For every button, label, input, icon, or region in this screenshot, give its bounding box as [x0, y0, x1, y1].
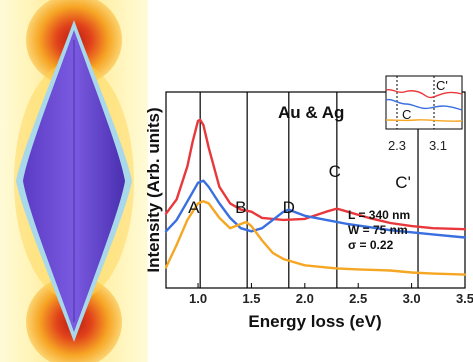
inset: C C' 2.3 3.1	[385, 75, 463, 153]
param-sigma: σ = 0.22	[348, 238, 394, 252]
peak-labels: A B D C C'	[188, 162, 411, 217]
peak-label-4: C	[329, 162, 341, 181]
peak-label-5: C'	[395, 173, 411, 192]
series-line-2	[164, 179, 467, 239]
vertical-lines	[199, 92, 419, 288]
x-axis-title: Energy loss (eV)	[248, 312, 381, 331]
series-line-3	[164, 200, 467, 276]
param-length: L = 340 nm	[348, 208, 410, 222]
y-axis-title: Intensity (Arb. units)	[144, 107, 163, 272]
annotation-title: Au & Ag	[278, 103, 344, 122]
x-axis-ticks: 1.0 1.5 2.0 2.5 3.0 3.5	[189, 283, 473, 306]
plot-frame	[165, 91, 466, 289]
particle-image	[0, 0, 148, 362]
inset-red-curve	[385, 88, 463, 99]
x-tick-label-2: 1.5	[242, 291, 260, 306]
inset-label-c-prime: C'	[436, 78, 448, 93]
inset-xtick-2: 3.1	[429, 138, 447, 153]
series-group	[164, 118, 467, 276]
inset-label-c: C	[402, 107, 411, 122]
x-tick-label-6: 3.5	[456, 291, 473, 306]
param-width: W = 75 nm	[348, 223, 408, 237]
x-tick-label-5: 3.0	[403, 291, 421, 306]
params-block: L = 340 nm W = 75 nm σ = 0.22	[348, 208, 410, 252]
inset-xtick-1: 2.3	[388, 138, 406, 153]
inset-orange-curve	[385, 119, 463, 122]
inset-blue-curve	[385, 98, 463, 111]
peak-label-2: B	[235, 198, 246, 217]
x-tick-label-3: 2.0	[296, 291, 314, 306]
series-line-1	[164, 118, 467, 231]
x-tick-label-1: 1.0	[189, 291, 207, 306]
x-tick-label-4: 2.5	[349, 291, 367, 306]
peak-label-1: A	[188, 198, 200, 217]
plot-area: 1.0 1.5 2.0 2.5 3.0 3.5 A B D C C' Au & Ag L = 34…	[144, 91, 473, 331]
peak-label-3: D	[283, 198, 295, 217]
